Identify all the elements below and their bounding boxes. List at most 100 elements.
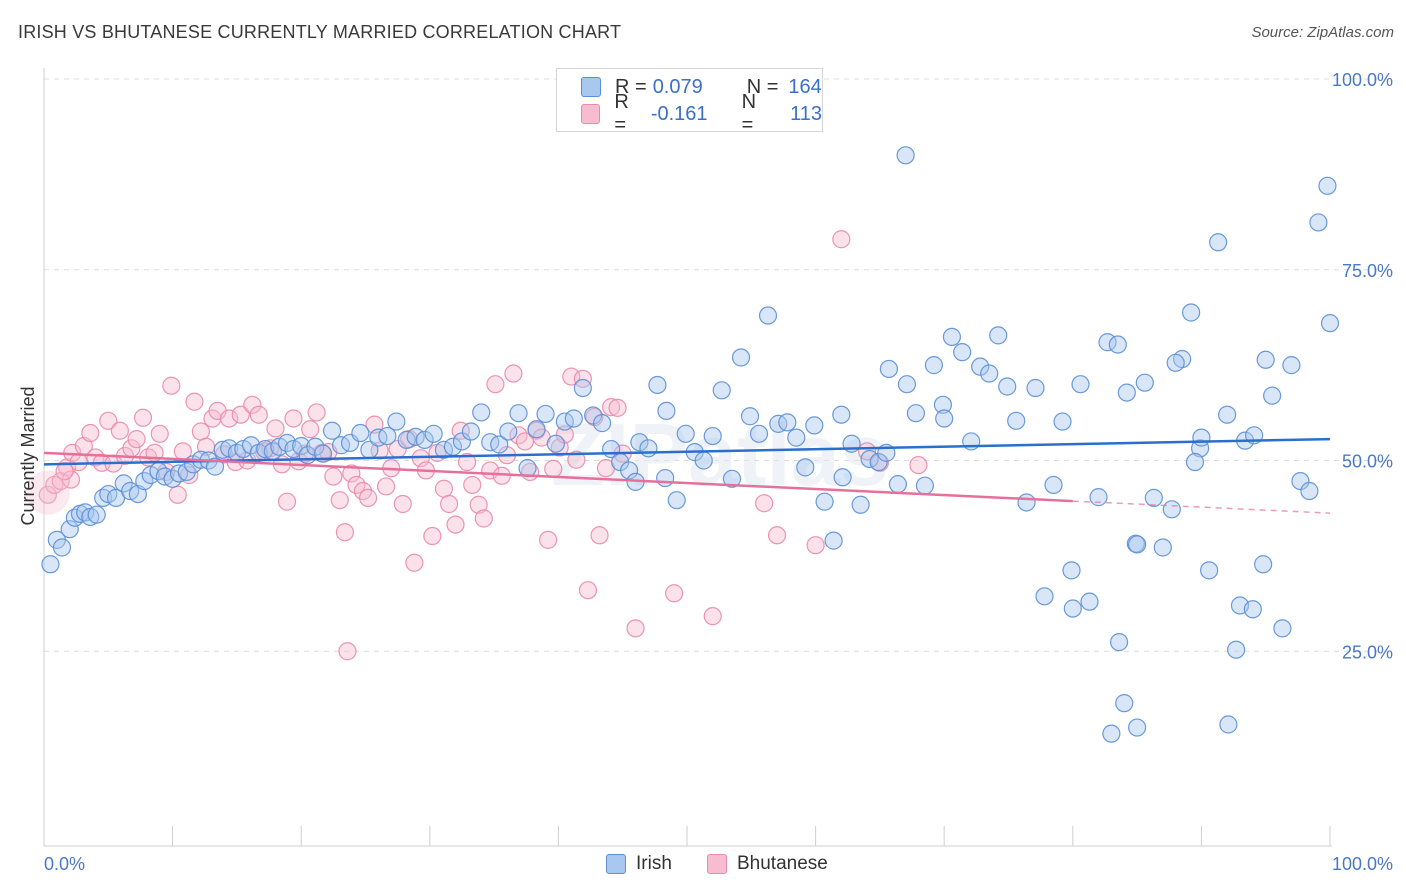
bhutanese-point <box>150 424 169 443</box>
irish-point <box>472 403 491 422</box>
bhutanese-point <box>626 619 645 638</box>
bhutanese-point <box>567 450 586 469</box>
irish-point <box>1007 411 1026 430</box>
y-tick-label-25: 25.0% <box>1342 642 1393 662</box>
bhutanese-point <box>127 430 146 449</box>
bhutanese-r-label: R = <box>614 91 629 136</box>
irish-point <box>787 428 806 447</box>
bhutanese-point <box>457 452 477 472</box>
irish-point <box>676 424 695 443</box>
bhutanese-point <box>486 375 505 394</box>
irish-point <box>953 343 972 362</box>
irish-point <box>833 468 852 487</box>
irish-point <box>942 327 962 346</box>
irish-point <box>1166 353 1185 372</box>
irish-point <box>1035 587 1054 606</box>
irish-point <box>851 495 870 514</box>
irish-point <box>1219 715 1238 734</box>
bottom-legend-bhutanese: Bhutanese <box>707 852 828 876</box>
irish-point <box>41 555 60 574</box>
irish-point <box>1291 472 1310 491</box>
irish-point <box>1063 599 1082 618</box>
irish-point <box>667 491 686 510</box>
irish-point <box>1218 405 1237 424</box>
x-tick-max: 100.0% <box>1332 854 1393 874</box>
irish-point <box>415 430 434 449</box>
irish-point <box>1135 373 1154 392</box>
irish-point <box>1243 600 1262 619</box>
bhutanese-point <box>562 367 581 386</box>
irish-point <box>656 468 675 488</box>
irish-point <box>527 420 546 439</box>
y-tick-label-50: 50.0% <box>1342 452 1393 472</box>
irish-point <box>998 377 1017 396</box>
bottom-irish-label: Irish <box>636 853 672 874</box>
bhutanese-point <box>578 581 598 600</box>
bhutanese-point <box>755 494 774 513</box>
bhutanese-point <box>539 530 558 549</box>
x-tick-min: 0.0% <box>44 854 85 874</box>
source-label: Source: ZipAtlas.com <box>1251 24 1394 41</box>
chart-title: IRISH VS BHUTANESE CURRENTLY MARRIED COR… <box>18 22 622 42</box>
irish-point <box>796 458 815 477</box>
y-tick-labels: 25.0% 50.0% 75.0% 100.0% <box>1332 70 1393 662</box>
bhutanese-point <box>423 526 442 546</box>
irish-point <box>869 452 888 472</box>
bhutanese-point <box>307 403 326 422</box>
irish-point <box>906 404 926 423</box>
bhutanese-point <box>370 441 389 460</box>
irish-point <box>369 428 388 447</box>
bhutanese-point <box>393 494 412 514</box>
irish-point <box>1017 493 1036 512</box>
bhutanese-point <box>185 392 204 411</box>
irish-point <box>387 412 406 431</box>
irish-point <box>694 451 713 470</box>
bhutanese-point <box>573 369 592 388</box>
bhutanese-point <box>665 584 684 603</box>
irish-point <box>740 407 760 426</box>
bhutanese-trend-line <box>43 451 1073 503</box>
irish-point <box>1320 314 1340 333</box>
irish-n-label: N = <box>746 75 779 98</box>
bhutanese-point <box>284 409 303 428</box>
bottom-bhutanese-label: Bhutanese <box>737 853 828 874</box>
irish-point <box>593 414 612 433</box>
irish-point <box>915 476 935 495</box>
irish-point <box>1108 335 1127 354</box>
irish-r-value: 0.079 <box>652 75 703 98</box>
irish-point <box>712 381 731 400</box>
bhutanese-point <box>504 364 523 383</box>
irish-point <box>778 413 797 432</box>
bhutanese-point <box>434 479 454 498</box>
bhutanese-r-value: -0.161 <box>650 102 708 125</box>
irish-point <box>490 435 509 454</box>
irish-point <box>1209 233 1228 252</box>
bhutanese-point <box>330 491 349 510</box>
irish-point <box>1080 592 1099 611</box>
irish-point <box>1026 378 1045 398</box>
irish-point <box>536 404 555 424</box>
bhutanese-point <box>602 397 621 417</box>
irish-point <box>1200 561 1219 580</box>
irish-point <box>832 405 851 424</box>
bhutanese-point <box>405 553 424 572</box>
irish-point <box>322 421 342 440</box>
irish-points <box>41 146 1340 743</box>
irish-point <box>897 375 917 394</box>
irish-trend-line <box>43 437 1331 466</box>
bhutanese-point <box>38 485 57 504</box>
bhutanese-point <box>544 459 563 478</box>
y-tick-label-75: 75.0% <box>1342 261 1393 281</box>
irish-point <box>378 426 397 446</box>
y-axis-title: Currently Married <box>18 386 38 525</box>
bhutanese-point <box>277 492 297 511</box>
y-tick-label-100: 100.0% <box>1332 70 1393 90</box>
bhutanese-point-cluster <box>25 470 70 515</box>
irish-point <box>769 414 788 433</box>
bhutanese-point <box>608 398 627 417</box>
bhutanese-point <box>81 423 100 443</box>
bhutanese-point <box>463 475 482 495</box>
irish-point <box>1102 724 1121 743</box>
irish-point <box>1109 632 1129 652</box>
irish-point <box>546 434 565 453</box>
